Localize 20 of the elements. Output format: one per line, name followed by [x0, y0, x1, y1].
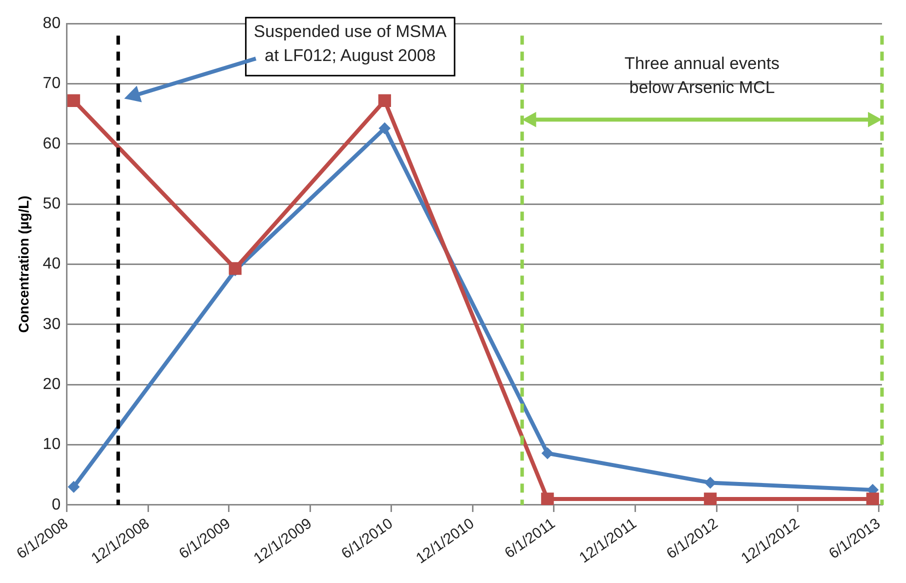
point — [67, 94, 80, 107]
y-axis-title: Concentration (µg/L) — [15, 196, 32, 333]
y-tick-label: 10 — [42, 436, 61, 454]
y-tick-label: 0 — [52, 496, 61, 514]
y-tick-label: 30 — [42, 316, 61, 333]
y-tick-label: 40 — [42, 256, 61, 273]
point — [68, 480, 80, 493]
point — [541, 492, 554, 505]
annotation: Three annual events below Arsenic MCL — [624, 54, 780, 97]
point — [541, 447, 554, 460]
y-tick-label: 70 — [42, 75, 61, 92]
ref-line-label: Suspended use of MSMA at LF012; August 2008 — [254, 22, 448, 65]
point — [704, 492, 717, 505]
point — [866, 492, 880, 505]
y-tick-label: 80 — [42, 15, 61, 32]
y-tick-label: 50 — [42, 196, 61, 213]
point — [378, 122, 391, 134]
y-tick-label: 20 — [42, 376, 61, 394]
point — [378, 94, 392, 107]
y-tick-label: 60 — [42, 135, 61, 152]
